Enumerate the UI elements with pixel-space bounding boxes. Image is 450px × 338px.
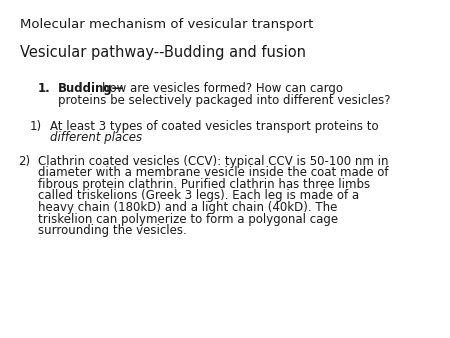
Text: Clathrin coated vesicles (CCV): typical CCV is 50-100 nm in: Clathrin coated vesicles (CCV): typical … (38, 155, 388, 168)
Text: 2): 2) (18, 155, 30, 168)
Text: 1): 1) (30, 120, 42, 133)
Text: called triskelions (Greek 3 legs). Each leg is made of a: called triskelions (Greek 3 legs). Each … (38, 190, 359, 202)
Text: triskelion can polymerize to form a polygonal cage: triskelion can polymerize to form a poly… (38, 213, 338, 225)
Text: 1.: 1. (38, 82, 51, 95)
Text: fibrous protein clathrin. Purified clathrin has three limbs: fibrous protein clathrin. Purified clath… (38, 178, 370, 191)
Text: Budding—: Budding— (58, 82, 125, 95)
Text: proteins be selectively packaged into different vesicles?: proteins be selectively packaged into di… (58, 94, 391, 107)
Text: At least 3 types of coated vesicles transport proteins to: At least 3 types of coated vesicles tran… (50, 120, 378, 133)
Text: different places: different places (50, 131, 142, 144)
Text: diameter with a membrane vesicle inside the coat made of: diameter with a membrane vesicle inside … (38, 167, 388, 179)
Text: heavy chain (180kD) and a light chain (40kD). The: heavy chain (180kD) and a light chain (4… (38, 201, 338, 214)
Text: surrounding the vesicles.: surrounding the vesicles. (38, 224, 187, 237)
Text: Vesicular pathway--Budding and fusion: Vesicular pathway--Budding and fusion (20, 45, 306, 60)
Text: Molecular mechanism of vesicular transport: Molecular mechanism of vesicular transpo… (20, 18, 313, 31)
Text: how are vesicles formed? How can cargo: how are vesicles formed? How can cargo (102, 82, 343, 95)
